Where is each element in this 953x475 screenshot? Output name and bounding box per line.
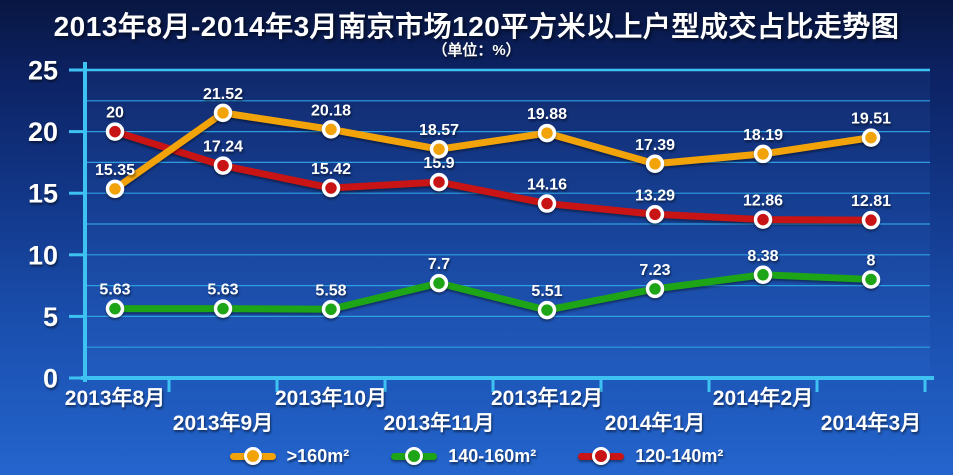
data-label: 13.29 (635, 187, 675, 204)
series-green: 5.63 5.63 5.58 7.7 5.51 7.23 8.38 8 (99, 248, 881, 320)
data-label: 19.51 (851, 111, 891, 128)
legend-dot-icon (405, 447, 424, 465)
legend-label: >160m² (286, 445, 350, 466)
data-label: 15.42 (311, 161, 351, 178)
data-point-marker (321, 178, 341, 198)
data-label: 18.57 (419, 122, 459, 139)
data-point-marker (645, 205, 665, 224)
data-point-marker (753, 210, 773, 229)
data-point-marker (321, 120, 341, 139)
data-point-marker (537, 300, 557, 320)
y-tick-label: 25 (28, 56, 58, 86)
legend-item-140-160: 140-160m² (391, 446, 536, 467)
data-label: 20.18 (311, 102, 351, 119)
data-point-marker (429, 273, 449, 293)
data-point-marker (105, 179, 125, 199)
series-line (111, 109, 875, 193)
y-tick-label: 10 (28, 240, 58, 270)
data-point-marker (213, 156, 233, 175)
data-label: 7.7 (428, 256, 450, 273)
data-label: 14.16 (527, 177, 567, 194)
legend-line-marker-icon (391, 447, 438, 465)
data-label: 5.63 (99, 282, 130, 299)
legend-dot-icon (243, 447, 262, 465)
x-tick-label: 2013年10月 (275, 386, 387, 410)
data-point-marker (105, 299, 125, 318)
data-label: 12.86 (743, 193, 783, 210)
legend-label: 120-140m² (635, 445, 724, 466)
data-point-marker (861, 210, 881, 230)
data-label: 17.24 (203, 139, 243, 156)
data-label: 7.23 (639, 262, 670, 279)
data-point-marker (861, 270, 881, 289)
data-point-marker (321, 300, 341, 319)
data-point-marker (537, 123, 557, 143)
data-label: 5.51 (531, 283, 562, 300)
y-tick-label: 20 (28, 117, 58, 147)
data-label: 5.58 (315, 282, 346, 299)
data-point-marker (645, 279, 665, 299)
legend-label: 140-160m² (448, 445, 537, 466)
data-label: 21.52 (203, 86, 243, 103)
y-tick-label: 0 (43, 364, 58, 394)
legend-line-marker-icon (229, 447, 276, 465)
x-tick-label: 2013年11月 (384, 411, 495, 435)
data-label: 15.9 (423, 155, 454, 172)
data-point-marker (105, 122, 125, 141)
data-label: 20 (106, 105, 124, 122)
data-point-marker (645, 154, 665, 174)
data-point-marker (861, 128, 881, 147)
x-tick-label: 2014年1月 (605, 411, 705, 435)
data-label: 17.39 (635, 137, 675, 154)
x-tick-label: 2014年2月 (713, 386, 813, 410)
data-point-marker (753, 265, 773, 285)
y-tick-label: 15 (28, 179, 58, 209)
x-tick-label: 2013年12月 (491, 386, 603, 410)
legend-line-marker-icon (578, 447, 625, 465)
data-label: 5.63 (207, 282, 238, 299)
series-line (111, 271, 875, 314)
series-line (111, 128, 875, 224)
data-point-marker (429, 172, 449, 192)
legend-dot-icon (592, 447, 611, 465)
series-red: 20 17.24 15.42 15.9 14.16 13.29 12.86 12.81 (105, 105, 891, 230)
data-label: 12.81 (851, 193, 891, 210)
axes: 0 5 10 15 20 25 2013年8月 2013年9月2013年10月2013年11月… (28, 56, 934, 435)
legend: >160m² 140-160m² 120-140m² (0, 440, 953, 472)
data-point-marker (429, 139, 449, 159)
x-tick-label: 2013年9月 (173, 411, 273, 435)
series-orange: 15.35 21.52 20.18 18.57 19.88 17.39 18.19 19.51 (95, 86, 891, 199)
data-label: 8 (867, 252, 876, 269)
chart-subtitle: （单位：%） (432, 42, 521, 59)
data-point-marker (537, 194, 557, 213)
legend-item-over-160: >160m² (229, 445, 350, 467)
chart-title: 2013年8月-2014年3月南京市场120平方米以上户型成交占比走势图 (53, 11, 900, 42)
x-tick-label: 2013年8月 (65, 386, 165, 410)
data-label: 19.88 (527, 106, 567, 123)
y-tick-label: 5 (43, 302, 58, 332)
data-point-marker (753, 144, 773, 164)
x-tick-label: 2014年3月 (821, 411, 921, 435)
data-point-marker (213, 299, 233, 318)
data-point-marker (213, 103, 233, 123)
data-label: 8.38 (747, 248, 778, 265)
data-label: 15.35 (95, 162, 135, 179)
legend-item-120-140: 120-140m² (578, 446, 723, 467)
data-label: 18.19 (743, 127, 783, 144)
